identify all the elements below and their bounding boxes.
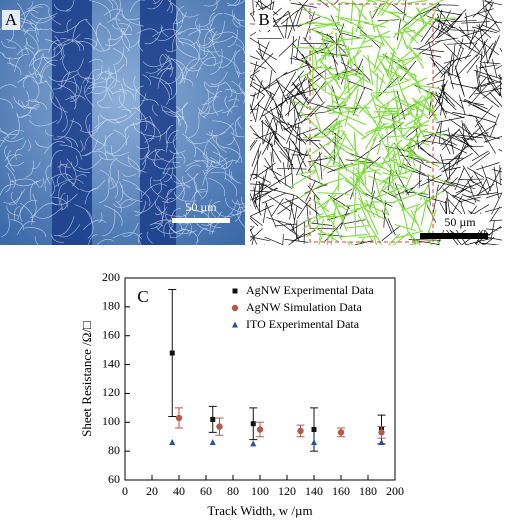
data-point: [378, 438, 385, 445]
data-point: [209, 438, 216, 445]
data-point: [169, 438, 176, 445]
scale-bar: [420, 233, 488, 239]
scale-label-bg: [436, 214, 486, 230]
legend-marker: [232, 288, 238, 294]
track-outline: [309, 3, 434, 243]
y-tick-label: 80: [108, 443, 120, 457]
label-bg: [255, 10, 273, 30]
x-tick-label: 160: [332, 484, 350, 498]
legend-label: ITO Experimental Data: [246, 317, 360, 331]
texture: [0, 0, 245, 245]
legend-label: AgNW Simulation Data: [246, 300, 362, 314]
x-tick-label: 180: [359, 484, 377, 498]
x-tick-label: 60: [200, 484, 212, 498]
y-tick-label: 160: [102, 327, 120, 341]
x-tick-label: 120: [278, 484, 296, 498]
y-tick-label: 100: [102, 414, 120, 428]
panel-label: A: [5, 10, 18, 29]
legend-marker: [231, 304, 239, 312]
y-tick-label: 200: [102, 270, 120, 284]
y-tick-label: 140: [102, 356, 120, 370]
texture: [250, 0, 502, 245]
scale-label: 50 µm: [185, 200, 217, 214]
y-tick-label: 180: [102, 299, 120, 313]
data-point: [311, 438, 317, 445]
scale-label: 50 µm: [444, 215, 476, 229]
x-tick-label: 0: [122, 484, 128, 498]
data-point: [175, 414, 183, 422]
y-tick-label: 120: [102, 385, 120, 399]
x-tick-label: 140: [305, 484, 323, 498]
y-axis-title: Sheet Resistance /Ω/□: [79, 321, 94, 437]
panel-label: C: [137, 287, 148, 306]
label-bg: [2, 10, 20, 30]
x-tick-label: 200: [386, 484, 404, 498]
x-axis-title: Track Width, w /µm: [207, 503, 312, 518]
x-tick-label: 20: [146, 484, 158, 498]
y-tick-label: 60: [108, 472, 120, 486]
data-point: [250, 440, 257, 447]
data-point: [250, 421, 256, 427]
legend-label: AgNW Experimental Data: [246, 283, 374, 297]
panel-label: B: [258, 10, 269, 29]
data-point: [311, 427, 317, 432]
data-point: [216, 423, 223, 430]
legend-marker: [232, 321, 238, 328]
scale-bar: [172, 218, 230, 223]
x-tick-label: 40: [173, 484, 185, 498]
panel-b-image: [250, 0, 502, 245]
x-tick-label: 100: [251, 484, 269, 498]
data-point: [169, 350, 175, 356]
data-point: [337, 429, 345, 436]
data-point: [256, 426, 264, 433]
data-point: [210, 416, 216, 422]
x-tick-label: 80: [227, 484, 239, 498]
panel-a-image: [0, 0, 245, 245]
data-point: [378, 429, 385, 436]
data-point: [297, 427, 304, 435]
